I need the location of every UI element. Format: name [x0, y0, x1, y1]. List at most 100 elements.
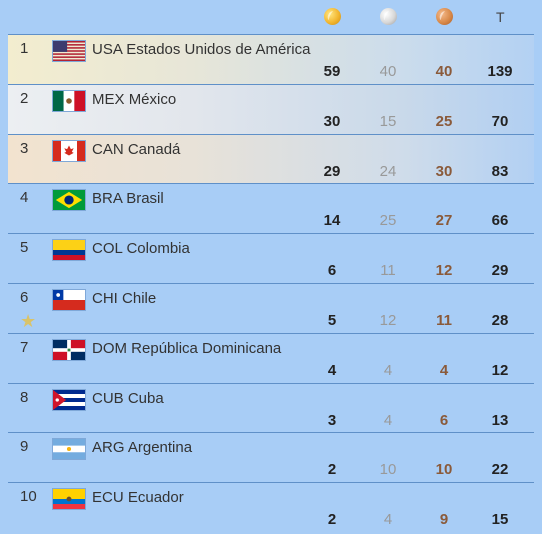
- country-code: CUB: [92, 389, 124, 407]
- country-code: COL: [92, 240, 123, 258]
- bronze-count: 11: [436, 312, 452, 329]
- country-label: Canadá: [127, 140, 181, 158]
- country-label: Colombia: [126, 240, 190, 258]
- total-count: 83: [491, 162, 509, 180]
- bronze-count: 9: [439, 511, 449, 529]
- silver-count: 15: [379, 112, 397, 130]
- silver-count: 4: [383, 361, 393, 379]
- table-row[interactable]: 4 BRA Brasil 14 25 27 66: [8, 183, 534, 233]
- rank: 10: [20, 488, 37, 506]
- country-code: MEX: [92, 90, 125, 108]
- country-code: ECU: [92, 489, 124, 507]
- medal-table-header: T: [0, 0, 542, 34]
- rank: 9: [20, 438, 29, 456]
- bronze-count: 6: [439, 411, 449, 429]
- bronze-count: 40: [435, 63, 453, 80]
- total-count: 29: [491, 262, 509, 280]
- rank: 3: [20, 139, 29, 157]
- country-name[interactable]: DOM República Dominicana: [92, 340, 281, 357]
- chi-flag-icon: [52, 289, 86, 311]
- silver-count: 40: [379, 63, 397, 80]
- bronze-count: 25: [435, 112, 453, 130]
- country-code: DOM: [92, 339, 127, 357]
- total-count: 15: [491, 511, 509, 529]
- table-row[interactable]: 10 ECU Ecuador 2 4 9 15: [8, 482, 534, 532]
- table-row[interactable]: 2 MEX México 30 15 25 70: [8, 83, 534, 134]
- ecu-flag-icon: [52, 488, 86, 511]
- rank: 6: [20, 289, 29, 306]
- table-row[interactable]: 1 USA Estados Unidos de América 59 40 40…: [8, 34, 534, 84]
- country-code: CAN: [92, 140, 124, 158]
- total-count: 13: [491, 411, 509, 429]
- gold-count: 5: [327, 312, 337, 329]
- country-name[interactable]: CHI Chile: [92, 290, 156, 307]
- gold-count: 59: [323, 63, 341, 80]
- country-name[interactable]: BRA Brasil: [92, 190, 164, 207]
- country-code: CHI: [92, 290, 118, 307]
- country-name[interactable]: CAN Canadá: [92, 141, 180, 158]
- rank: 7: [20, 338, 29, 356]
- country-name[interactable]: USA Estados Unidos de América: [92, 41, 310, 58]
- usa-flag-icon: [52, 40, 86, 62]
- country-name[interactable]: ARG Argentina: [92, 439, 192, 456]
- total-count: 28: [491, 312, 509, 329]
- bronze-count: 30: [435, 162, 453, 180]
- silver-count: 11: [380, 262, 396, 280]
- country-name[interactable]: MEX México: [92, 91, 176, 108]
- silver-count: 10: [379, 461, 397, 479]
- silver-count: 12: [379, 312, 397, 329]
- total-count: 139: [487, 63, 513, 80]
- country-code: ARG: [92, 439, 125, 457]
- total-count: 70: [491, 112, 509, 130]
- dom-flag-icon: [52, 338, 86, 361]
- gold-count: 14: [323, 212, 341, 230]
- country-name[interactable]: CUB Cuba: [92, 390, 164, 407]
- silver-count: 24: [379, 162, 397, 180]
- rank: 2: [20, 89, 29, 107]
- silver-count: 25: [379, 212, 397, 230]
- country-code: BRA: [92, 190, 123, 208]
- total-count: 66: [491, 212, 509, 230]
- country-label: Ecuador: [127, 489, 184, 507]
- gold-medal-icon: [324, 8, 341, 25]
- country-label: México: [128, 90, 177, 108]
- country-label: República Dominicana: [131, 339, 282, 357]
- gold-count: 4: [327, 361, 337, 379]
- country-name[interactable]: COL Colombia: [92, 240, 190, 257]
- country-label: Cuba: [127, 389, 164, 407]
- bronze-count: 10: [435, 461, 453, 479]
- gold-count: 3: [327, 411, 337, 429]
- table-row[interactable]: 9 ARG Argentina 2 10 10 22: [8, 432, 534, 482]
- silver-medal-icon: [380, 8, 397, 25]
- gold-count: 2: [327, 511, 337, 529]
- rank: 4: [20, 189, 29, 207]
- bronze-count: 27: [435, 212, 453, 230]
- gold-count: 29: [323, 162, 341, 180]
- rank: 5: [20, 239, 29, 257]
- rank: 1: [20, 40, 29, 57]
- country-label: Chile: [122, 290, 157, 307]
- country-label: Argentina: [127, 439, 193, 457]
- mex-flag-icon: [52, 89, 86, 112]
- country-code: USA: [92, 41, 123, 58]
- table-row[interactable]: 8 CUB Cuba 3 4 6 13: [8, 382, 534, 433]
- table-row[interactable]: 6 ★ CHI Chile 5 12 11 28: [8, 283, 534, 333]
- arg-flag-icon: [52, 438, 86, 461]
- cub-flag-icon: [52, 388, 86, 411]
- bronze-count: 12: [435, 262, 453, 280]
- rank: 8: [20, 388, 29, 406]
- table-row[interactable]: 3 CAN Canadá 29 24 30 83: [8, 133, 534, 184]
- silver-count: 4: [383, 511, 393, 529]
- silver-count: 4: [383, 411, 393, 429]
- host-star-icon: ★: [20, 311, 37, 331]
- bronze-medal-icon: [436, 8, 453, 25]
- gold-count: 30: [323, 112, 341, 130]
- bronze-count: 4: [439, 361, 449, 379]
- gold-count: 6: [327, 262, 337, 280]
- col-flag-icon: [52, 239, 86, 262]
- table-row[interactable]: 7 DOM República Dominicana 4 4 4 12: [8, 332, 534, 383]
- country-name[interactable]: ECU Ecuador: [92, 489, 184, 506]
- table-row[interactable]: 5 COL Colombia 6 11 12 29: [8, 233, 534, 283]
- gold-count: 2: [327, 461, 337, 479]
